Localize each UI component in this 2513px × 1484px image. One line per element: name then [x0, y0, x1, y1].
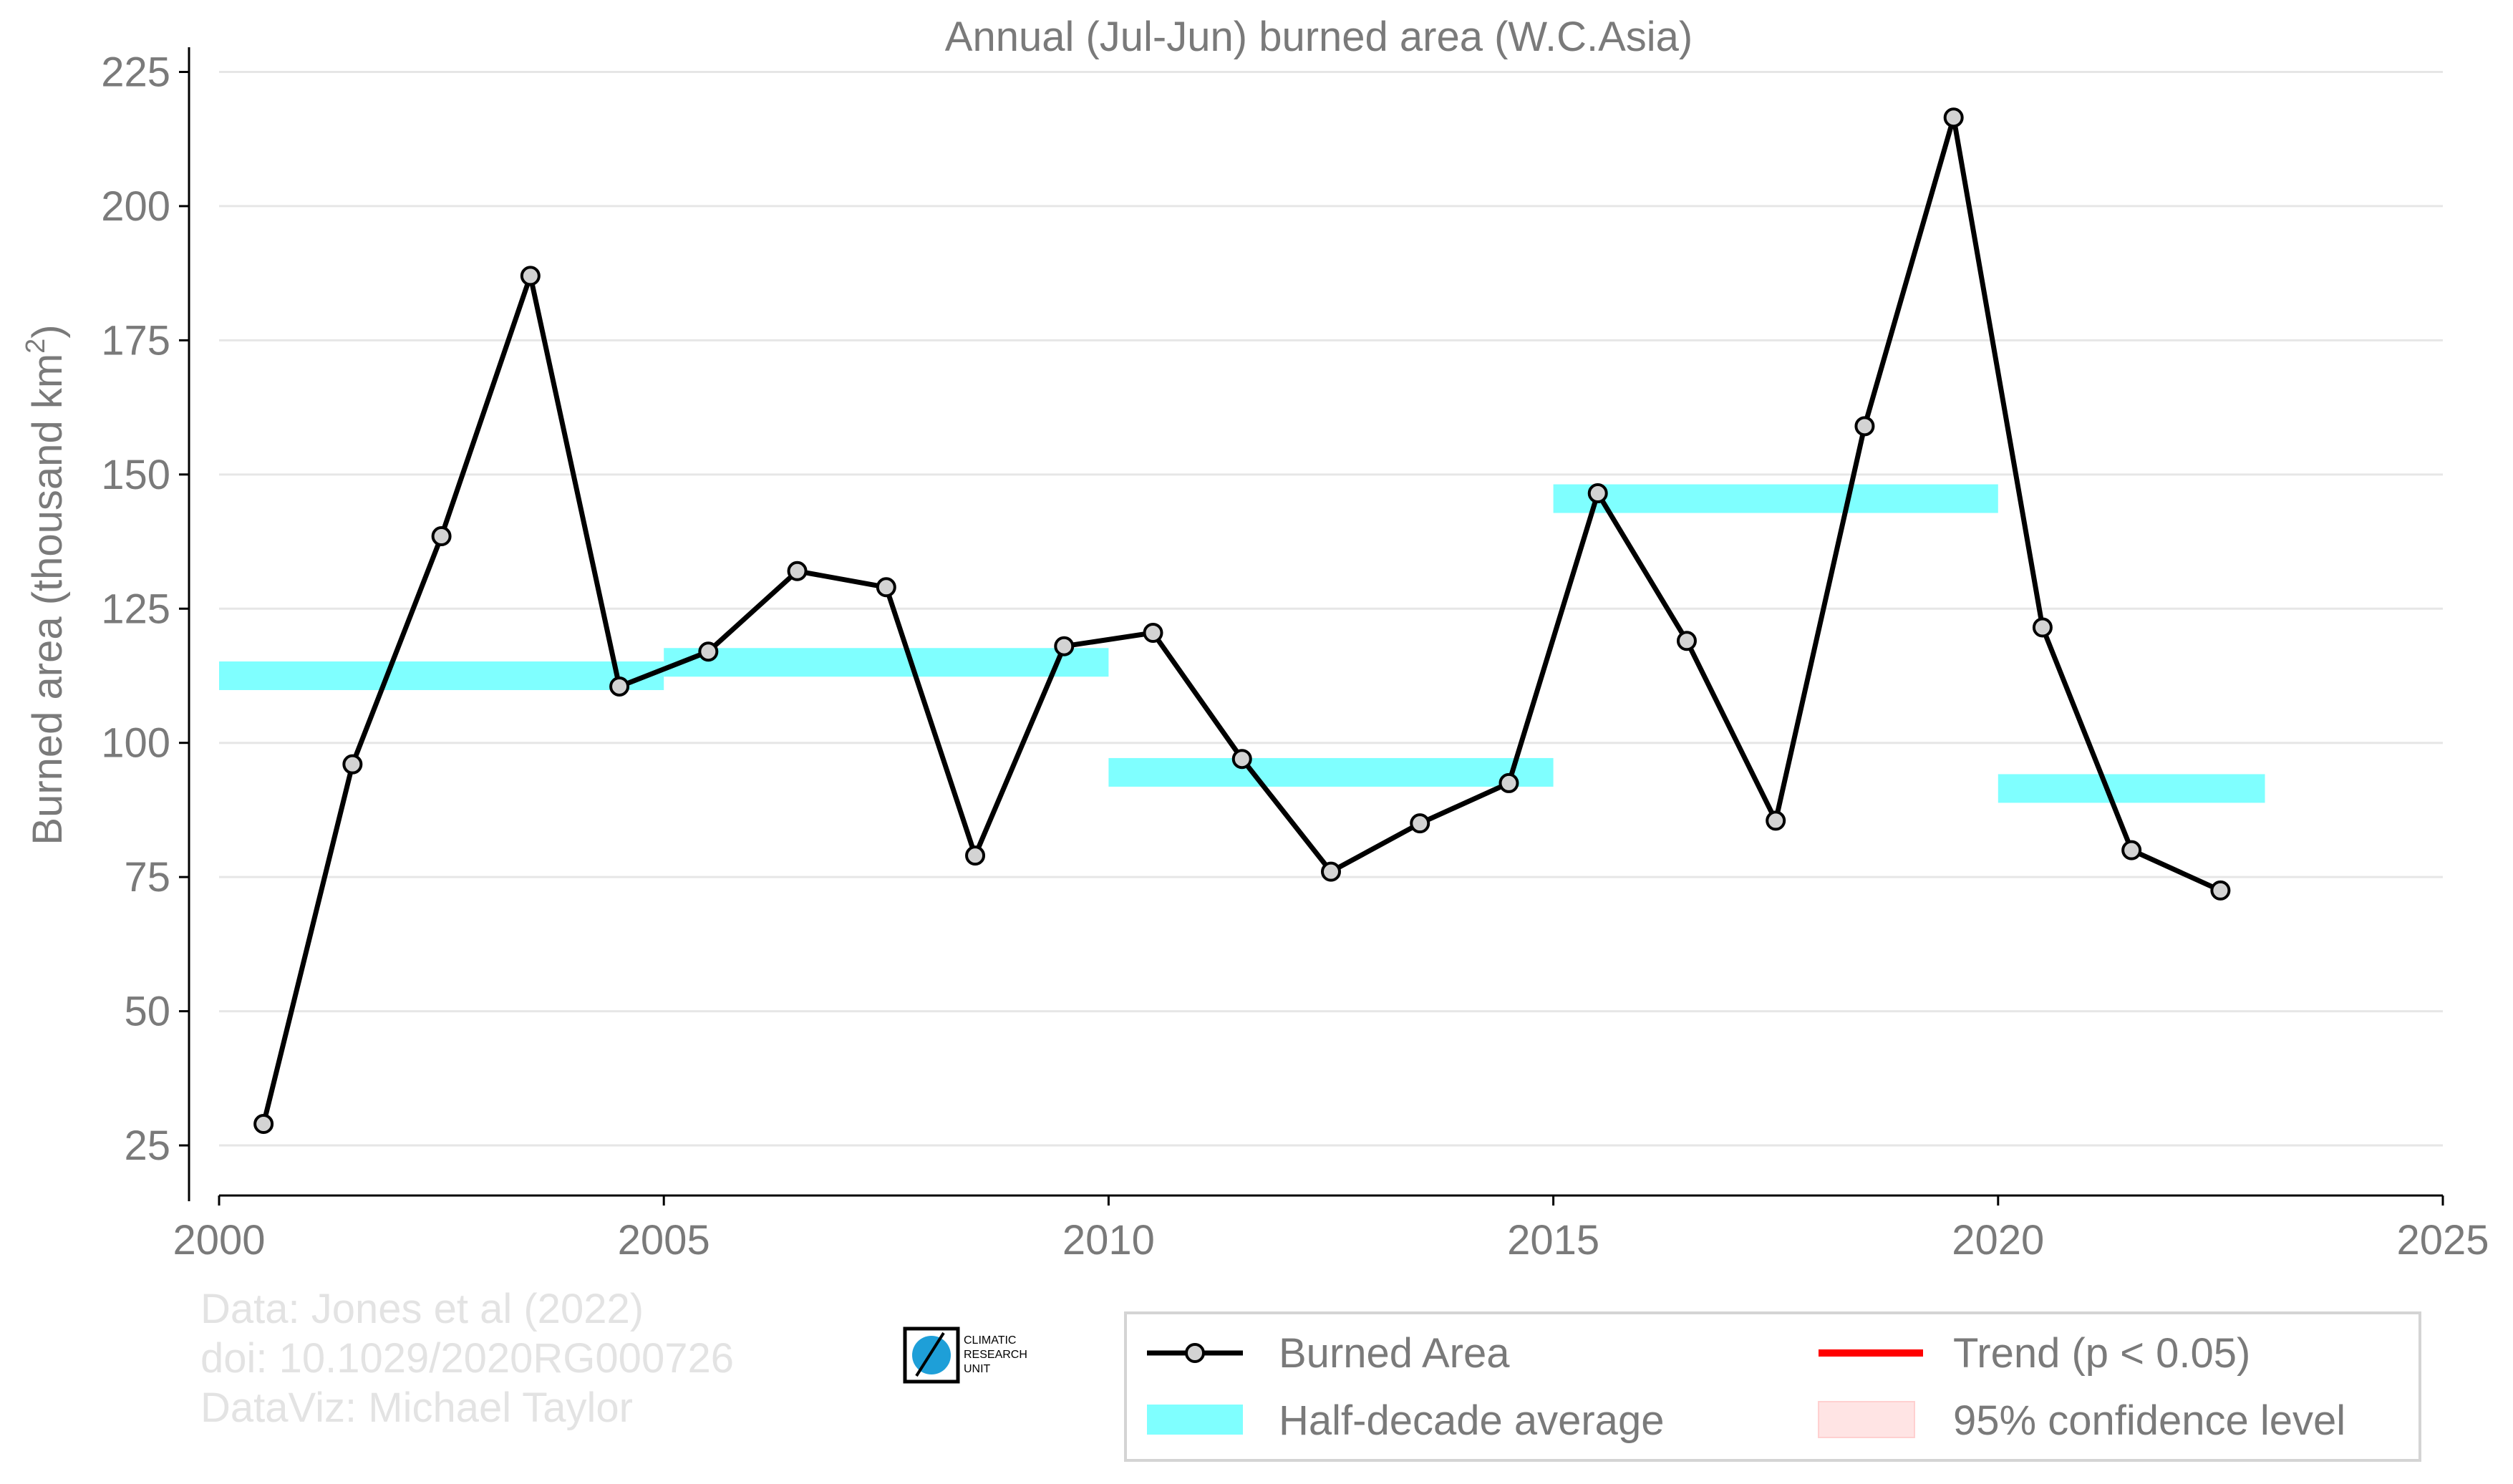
- half-decade-average-bars: [219, 484, 2265, 803]
- data-point-2002.5: [431, 526, 452, 547]
- half-decade-average-bar-3: [1108, 757, 1554, 787]
- data-point-2017.5: [1766, 810, 1786, 831]
- half-decade-average-bar-2: [664, 648, 1109, 677]
- legend-item-half-decade: Half-decade average: [1147, 1397, 1664, 1444]
- data-point-2004.5: [609, 676, 630, 697]
- credit-doi: doi: 10.1029/2020RG000726: [200, 1335, 734, 1382]
- credits: Data: Jones et al (2022) doi: 10.1029/20…: [200, 1286, 734, 1431]
- data-point-2012.5: [1321, 861, 1341, 882]
- y-axis-label-close: ): [24, 324, 71, 338]
- legend-item-trend: Trend (p < 0.05): [1819, 1330, 2250, 1377]
- y-axis-label: Burned area (thousand km2): [21, 324, 71, 845]
- x-tick-label-2000: 2000: [173, 1217, 265, 1264]
- legend-burned-area-label: Burned Area: [1279, 1330, 1510, 1377]
- data-point-2020.5: [2032, 617, 2053, 638]
- grid-lines: [179, 70, 2443, 1147]
- climatic-research-unit-logo: CLIMATIC RESEARCH UNIT: [903, 1327, 1027, 1384]
- data-point-2007.5: [876, 577, 896, 598]
- logo-frame: [903, 1327, 960, 1384]
- half-decade-average-bar-4: [1553, 484, 1998, 513]
- data-point-2011.5: [1231, 749, 1252, 770]
- data-point-2000.5: [253, 1114, 274, 1135]
- data-point-2010.5: [1143, 622, 1163, 643]
- burned-area-points: [253, 107, 2231, 1135]
- logo-text-3: UNIT: [964, 1363, 991, 1375]
- x-tick-label-2005: 2005: [618, 1217, 710, 1264]
- y-tick-label-25: 25: [124, 1122, 170, 1169]
- data-point-2005.5: [698, 641, 719, 662]
- data-point-2016.5: [1676, 631, 1697, 651]
- data-point-2009.5: [1054, 636, 1075, 656]
- legend-item-burned-area: Burned Area: [1147, 1330, 1510, 1377]
- legend-half-decade-label: Half-decade average: [1279, 1397, 1664, 1444]
- axes: [188, 47, 2444, 1206]
- globe-icon: [912, 1336, 951, 1374]
- y-tick-label-200: 200: [101, 183, 170, 230]
- burned-area-series: [261, 115, 2222, 1125]
- legend-box: [1124, 1311, 2421, 1462]
- burned-area-line: [261, 115, 2222, 1125]
- logo-swoosh: [915, 1332, 945, 1377]
- data-point-2018.5: [1854, 416, 1875, 437]
- chart-title: Annual (Jul-Jun) burned area (W.C.Asia): [945, 14, 1693, 60]
- legend-confidence-swatch: [1818, 1401, 1915, 1438]
- y-tick-labels: 25 50 75 100 125 150 175 200 225: [101, 49, 170, 1169]
- data-point-2008.5: [965, 845, 986, 866]
- y-tick-label-225: 225: [101, 49, 170, 95]
- legend-trend-label: Trend (p < 0.05): [1953, 1330, 2250, 1377]
- legend-half-decade-swatch: [1147, 1405, 1243, 1435]
- x-tick-label-2020: 2020: [1952, 1217, 2044, 1264]
- data-point-2022.5: [2210, 880, 2231, 901]
- y-tick-label-175: 175: [101, 317, 170, 364]
- y-tick-label-75: 75: [124, 854, 170, 901]
- x-tick-labels: 2000 2005 2010 2015 2020 2025: [173, 1217, 2489, 1264]
- y-axis-label-superscript: 2: [21, 339, 51, 354]
- credit-data: Data: Jones et al (2022): [200, 1286, 644, 1332]
- legend-burned-area-marker: [1185, 1343, 1205, 1363]
- x-tick-label-2025: 2025: [2396, 1217, 2489, 1264]
- y-tick-label-100: 100: [101, 720, 170, 767]
- data-point-2013.5: [1410, 813, 1430, 834]
- y-tick-label-150: 150: [101, 452, 170, 498]
- y-tick-label-50: 50: [124, 989, 170, 1035]
- credit-dataviz: DataViz: Michael Taylor: [200, 1384, 633, 1431]
- half-decade-average-bar-1: [219, 661, 664, 690]
- half-decade-average-bar-5: [1998, 774, 2265, 803]
- data-point-2015.5: [1587, 483, 1608, 504]
- y-axis-label-main: Burned area (thousand km: [24, 354, 71, 845]
- legend-item-confidence: 95% confidence level: [1818, 1397, 2345, 1444]
- data-point-2019.5: [1943, 107, 1964, 128]
- y-tick-label-125: 125: [101, 586, 170, 632]
- data-point-2001.5: [342, 754, 363, 775]
- data-point-2003.5: [520, 266, 541, 286]
- x-tick-label-2010: 2010: [1062, 1217, 1155, 1264]
- data-point-2006.5: [787, 561, 808, 581]
- x-tick-label-2015: 2015: [1507, 1217, 1599, 1264]
- data-point-2021.5: [2121, 840, 2142, 860]
- legend: Burned Area Trend (p < 0.05) Half-decade…: [1124, 1311, 2421, 1462]
- data-point-2014.5: [1498, 772, 1519, 793]
- logo-text-1: CLIMATIC: [964, 1334, 1016, 1347]
- logo-text-2: RESEARCH: [964, 1349, 1027, 1361]
- legend-confidence-label: 95% confidence level: [1953, 1397, 2345, 1444]
